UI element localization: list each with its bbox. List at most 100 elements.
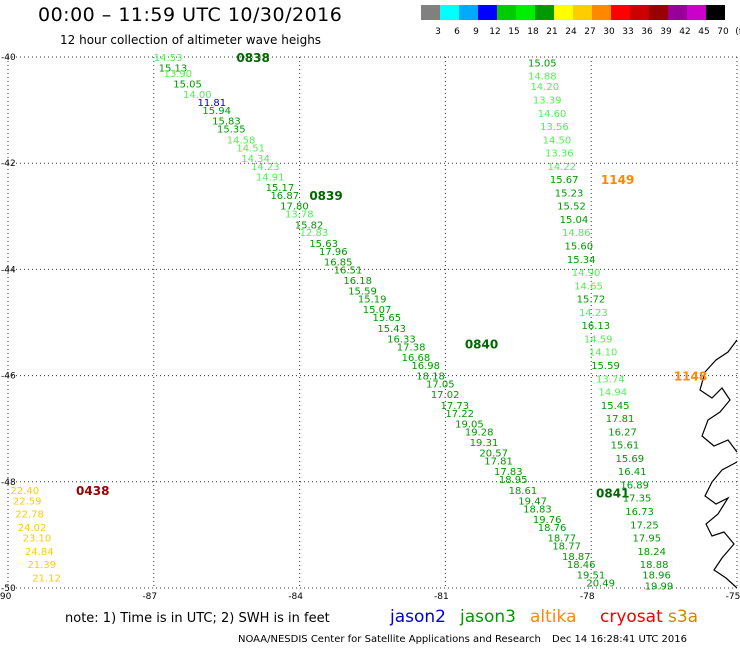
wave-height-reading: 15.52 <box>557 202 586 213</box>
color-scale-label: 18 <box>527 27 539 37</box>
color-swatch <box>516 5 535 20</box>
wave-height-reading: 18.18 <box>416 372 445 383</box>
y-tick-label: -46 <box>1 372 16 382</box>
wave-height-reading: 24.84 <box>25 547 54 558</box>
wave-height-reading: 15.04 <box>560 215 589 226</box>
wave-height-reading: 19.47 <box>518 496 547 507</box>
wave-height-reading: 19.28 <box>465 427 494 438</box>
wave-height-reading: 23.10 <box>23 534 52 545</box>
wave-height-reading: 17.81 <box>606 414 635 425</box>
wave-height-reading: 18.88 <box>640 560 669 571</box>
color-swatch <box>535 5 554 20</box>
wave-height-reading: 14.23 <box>251 162 280 173</box>
wave-height-reading: 18.77 <box>547 534 576 545</box>
wave-height-reading: 22.59 <box>13 496 42 507</box>
coastline <box>699 339 738 589</box>
wave-height-map: -90 -87 -84 -81 -78 -75 -50 -48 -46 -44 -42 -40 14.5… <box>0 51 740 602</box>
wave-height-reading: 20.57 <box>479 449 508 460</box>
legend-altika: altika <box>530 607 577 627</box>
wave-height-reading: 17.22 <box>445 409 474 420</box>
wave-height-reading: 15.63 <box>309 239 338 250</box>
color-scale-label: 42 <box>679 27 690 37</box>
wave-height-reading: 16.33 <box>387 334 416 345</box>
color-swatch <box>554 5 573 20</box>
wave-height-reading: 14.86 <box>562 228 591 239</box>
wave-height-reading: 13.39 <box>533 95 562 106</box>
legend-jason3: jason3 <box>460 607 516 627</box>
wave-height-reading: 17.35 <box>623 494 652 505</box>
wave-height-reading: 14.23 <box>579 308 608 319</box>
x-tick-label: -90 <box>0 592 12 602</box>
color-swatch <box>611 5 630 20</box>
x-tick-label: -84 <box>288 592 303 602</box>
color-scale-label: 21 <box>546 27 557 37</box>
wave-height-reading: 17.96 <box>319 247 348 258</box>
color-scale-label: 15 <box>508 27 519 37</box>
pass-time-label: 0840 <box>465 338 498 352</box>
wave-height-reading: 18.61 <box>509 486 538 497</box>
wave-height-reading: 18.77 <box>552 542 581 553</box>
color-scale-label: 12 <box>489 27 500 37</box>
wave-height-reading: 16.85 <box>324 257 353 268</box>
wave-height-reading: 14.50 <box>543 135 572 146</box>
wave-height-reading: 16.87 <box>270 191 299 202</box>
wave-height-reading: 11.81 <box>198 98 227 109</box>
color-swatch <box>573 5 592 20</box>
wave-height-reading: 18.87 <box>562 552 591 563</box>
pass-time-label: 1148 <box>674 370 707 384</box>
wave-height-reading: 14.90 <box>572 268 601 279</box>
wave-height-reading: 15.59 <box>348 287 377 298</box>
wave-height-reading: 17.25 <box>630 520 659 531</box>
color-scale-label: 9 <box>473 27 479 37</box>
wave-height-reading: 14.51 <box>236 143 265 154</box>
wave-height-reading: 22.78 <box>15 510 44 521</box>
wave-height-reading: 12.83 <box>300 228 329 239</box>
color-swatch <box>440 5 459 20</box>
wave-height-reading: 16.41 <box>618 467 647 478</box>
wave-height-reading: 13.74 <box>596 374 625 385</box>
color-scale-label: 36 <box>641 27 653 37</box>
color-scale-label: 45 <box>698 27 709 37</box>
legend-jason2: jason2 <box>390 607 446 627</box>
wave-height-reading: 16.13 <box>581 321 610 332</box>
wave-height-reading: 21.39 <box>27 560 56 571</box>
wave-height-reading: 13.36 <box>545 149 574 160</box>
wave-height-reading: 15.60 <box>564 242 593 253</box>
wave-height-reading: 16.27 <box>608 427 637 438</box>
wave-height-reading: 15.94 <box>202 106 231 117</box>
wave-height-reading: 16.18 <box>343 276 372 287</box>
wave-height-reading: 15.82 <box>295 220 324 231</box>
color-swatch <box>706 5 725 20</box>
x-tick-label: -78 <box>580 592 595 602</box>
wave-height-reading: 14.53 <box>154 53 183 64</box>
wave-height-reading: 15.34 <box>567 255 596 266</box>
pass-time-label: 1149 <box>601 173 634 187</box>
wave-height-reading: 15.05 <box>528 58 557 69</box>
wave-height-reading: 14.91 <box>256 172 285 183</box>
legend-s3a: s3a <box>668 607 699 627</box>
wave-height-reading: 14.22 <box>547 162 576 173</box>
wave-height-reading: 24.02 <box>18 523 47 534</box>
wave-height-reading: 19.99 <box>645 581 674 592</box>
color-swatch <box>630 5 649 20</box>
wave-height-reading: 15.72 <box>577 295 606 306</box>
wave-height-reading: 15.61 <box>611 441 640 452</box>
color-swatch <box>497 5 516 20</box>
wave-height-reading: 14.58 <box>227 135 256 146</box>
wave-height-reading: 15.19 <box>358 295 387 306</box>
wave-height-reading: 15.05 <box>173 80 202 91</box>
y-tick-label: -42 <box>1 159 16 169</box>
color-scale-label: 33 <box>622 27 633 37</box>
x-tick-label: -75 <box>726 592 740 602</box>
wave-height-reading: 15.13 <box>159 64 188 75</box>
color-swatch <box>687 5 706 20</box>
wave-height-reading: 17.81 <box>484 457 513 468</box>
wave-height-reading: 17.73 <box>441 401 470 412</box>
wave-height-reading: 16.98 <box>411 361 440 372</box>
y-tick-label: -40 <box>1 53 16 63</box>
color-scale-label: 30 <box>603 27 615 37</box>
x-tick-label: -81 <box>434 592 449 602</box>
wave-height-reading: 18.46 <box>567 560 596 571</box>
wave-height-reading: 14.65 <box>574 281 603 292</box>
color-scale-label: 70 <box>717 27 729 37</box>
